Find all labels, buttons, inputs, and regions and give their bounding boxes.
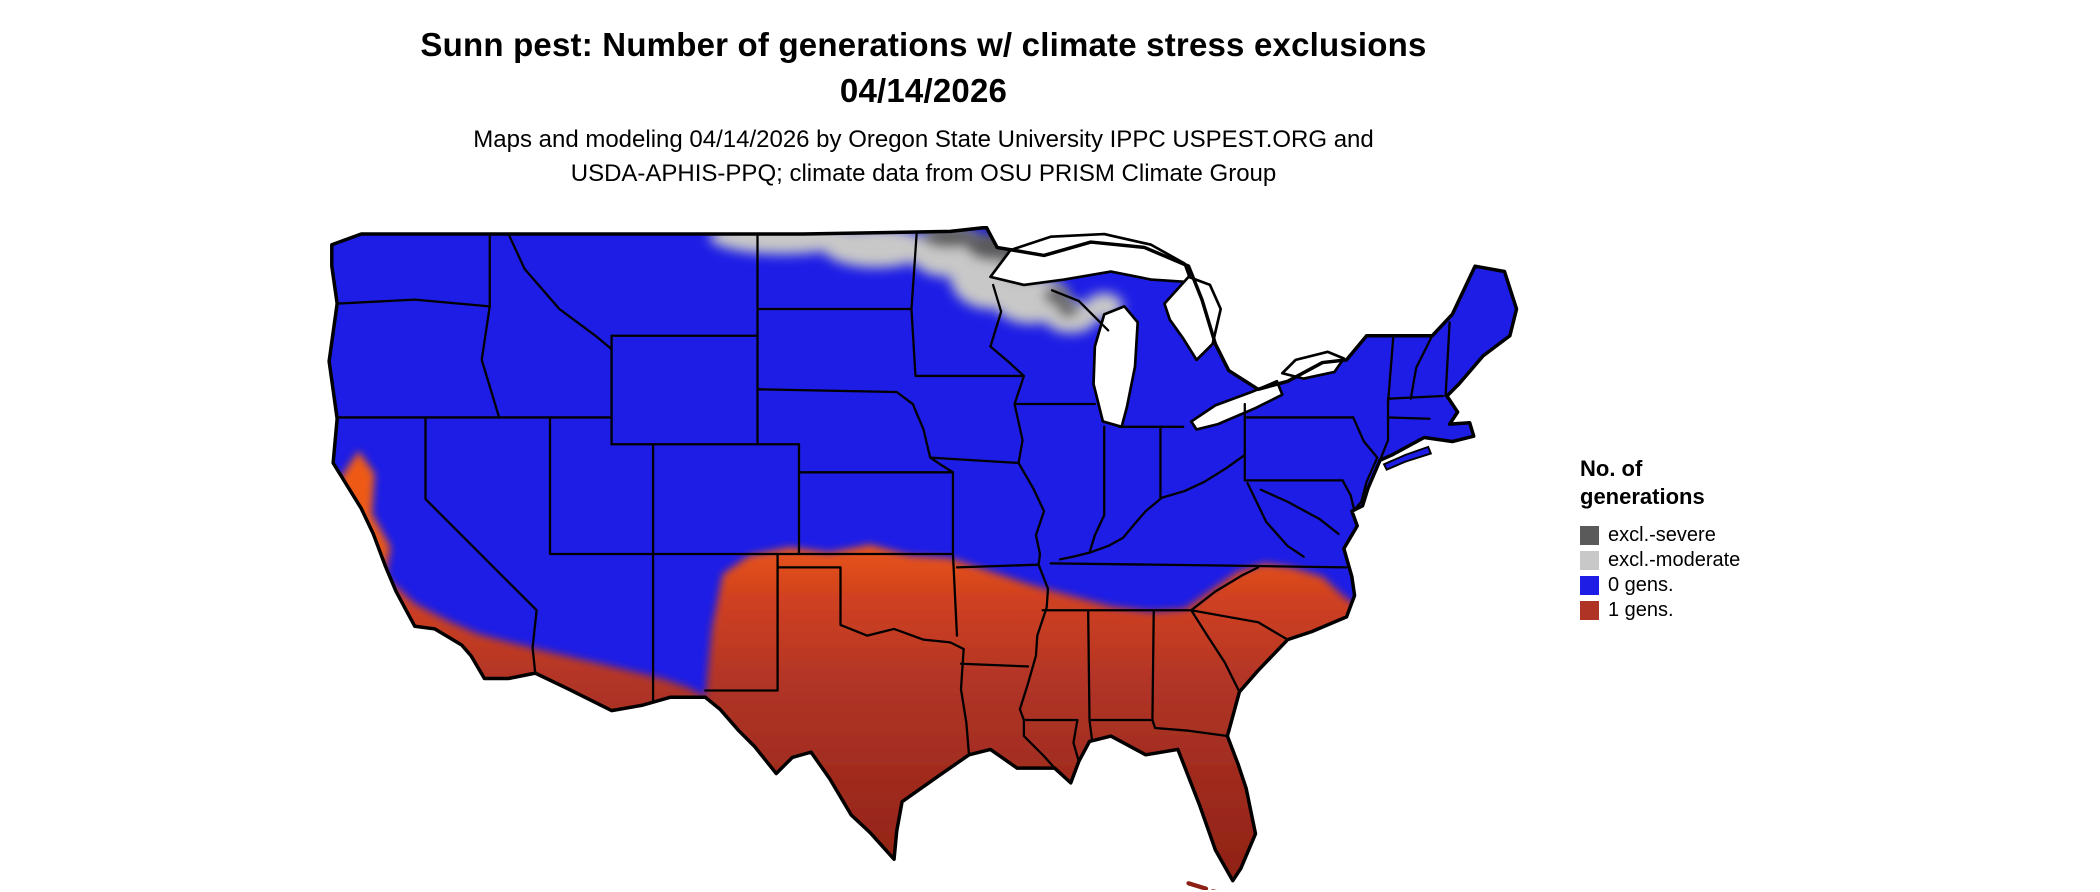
legend-item-excl-moderate: excl.-moderate <box>1580 548 1880 573</box>
map-credit-line-2: USDA-APHIS-PPQ; climate data from OSU PR… <box>570 160 1277 187</box>
legend-label: 1 gens. <box>1608 599 1674 621</box>
lake-erie <box>1189 379 1284 431</box>
legend-label: excl.-moderate <box>1608 549 1741 571</box>
legend-item-0-gens: 0 gens. <box>1580 573 1880 598</box>
legend-items: excl.-severe excl.-moderate 0 gens. 1 ge… <box>1580 523 1880 623</box>
map-credit-line-1: Maps and modeling 04/14/2026 by Oregon S… <box>473 126 1374 153</box>
state-borders <box>334 230 1451 770</box>
page-title-date: 04/14/2026 <box>839 72 1008 109</box>
legend-swatch-excl-moderate <box>1580 551 1599 570</box>
map-figure: Sunn pest: Number of generations w/ clim… <box>321 0 1526 892</box>
legend-label: 0 gens. <box>1608 574 1674 596</box>
long-island <box>1382 445 1433 471</box>
us-map <box>327 226 1519 890</box>
legend-swatch-excl-severe <box>1580 526 1599 545</box>
legend-title: No. of generations <box>1580 456 1705 509</box>
legend-swatch-0-gens <box>1580 576 1599 595</box>
legend-item-excl-severe: excl.-severe <box>1580 523 1880 548</box>
florida-keys <box>1186 881 1217 890</box>
map-legend: No. of generations excl.-severe excl.-mo… <box>1580 455 1880 623</box>
legend-item-1-gens: 1 gens. <box>1580 598 1880 623</box>
lake-michigan <box>1092 304 1140 429</box>
legend-swatch-1-gens <box>1580 601 1599 620</box>
page-title: Sunn pest: Number of generations w/ clim… <box>420 26 1427 63</box>
us-map-outline <box>327 226 1519 883</box>
legend-label: excl.-severe <box>1608 524 1716 546</box>
